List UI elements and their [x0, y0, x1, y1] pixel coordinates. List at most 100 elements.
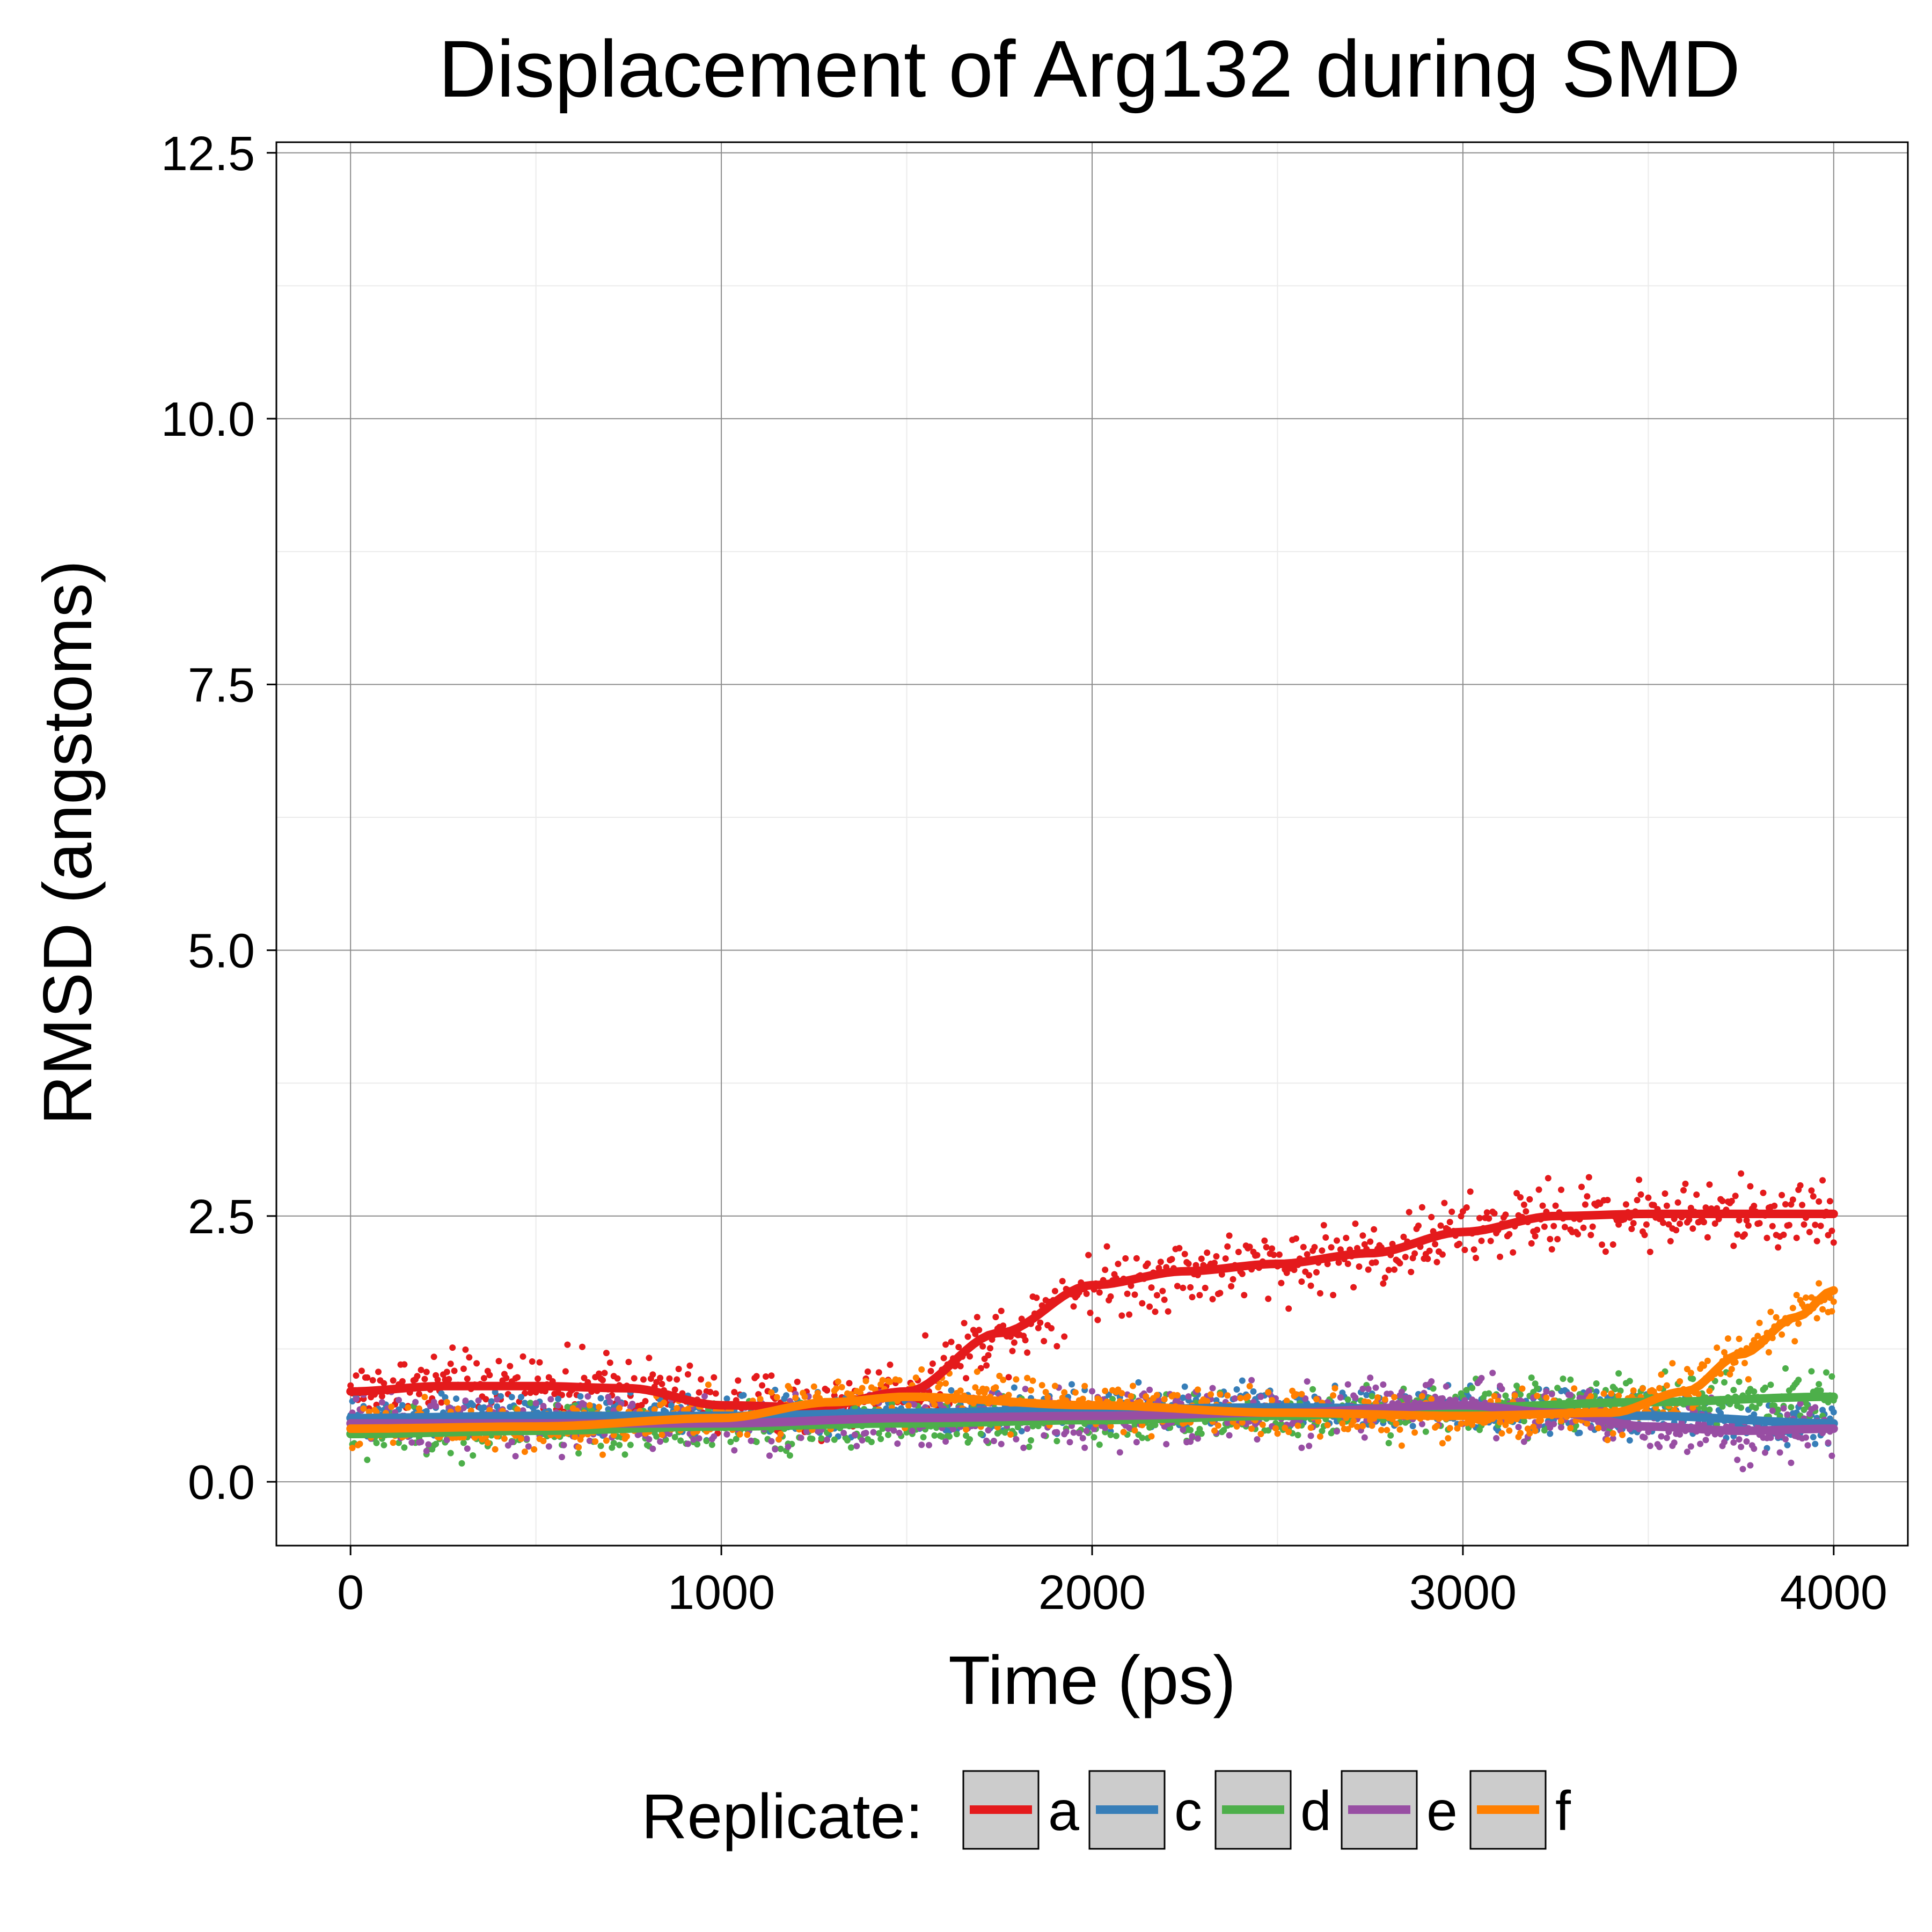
data-point-a [763, 1373, 769, 1380]
data-point-a [1517, 1194, 1524, 1201]
data-point-e [418, 1438, 425, 1445]
data-point-a [1350, 1284, 1357, 1291]
data-point-a [674, 1376, 680, 1383]
data-point-c [948, 1387, 955, 1394]
data-point-d [1771, 1402, 1778, 1409]
data-point-a [1139, 1300, 1146, 1307]
data-point-d [1762, 1384, 1768, 1391]
data-point-f [1532, 1428, 1539, 1435]
data-point-a [824, 1387, 830, 1394]
data-point-f [1439, 1440, 1446, 1447]
data-point-f [1118, 1390, 1125, 1397]
data-point-a [1009, 1348, 1016, 1355]
data-point-e [942, 1438, 949, 1445]
data-point-f [705, 1381, 712, 1388]
data-point-f [936, 1381, 943, 1388]
data-point-a [430, 1353, 437, 1360]
data-point-a [1418, 1204, 1425, 1211]
data-point-a [735, 1377, 742, 1384]
data-point-f [1789, 1305, 1796, 1312]
data-point-e [606, 1399, 613, 1406]
data-point-f [1079, 1395, 1086, 1402]
data-point-d [433, 1440, 440, 1447]
data-point-f [1293, 1391, 1299, 1398]
data-point-a [1385, 1267, 1392, 1274]
data-point-d [694, 1441, 701, 1448]
data-point-a [1131, 1291, 1138, 1298]
data-point-f [773, 1394, 780, 1401]
data-point-e [1075, 1430, 1082, 1437]
data-point-a [1547, 1235, 1554, 1242]
data-point-a [1224, 1243, 1231, 1250]
data-point-c [597, 1395, 604, 1402]
data-point-d [1520, 1418, 1527, 1425]
data-point-a [447, 1360, 454, 1367]
data-point-a [514, 1374, 521, 1381]
data-point-a [1467, 1188, 1474, 1195]
data-point-f [1283, 1397, 1290, 1404]
data-point-a [443, 1368, 450, 1375]
data-point-d [1517, 1391, 1524, 1398]
data-point-a [1335, 1259, 1342, 1266]
data-point-f [1072, 1389, 1079, 1396]
data-point-a [1741, 1231, 1748, 1238]
data-point-f [963, 1426, 970, 1433]
data-point-a [1826, 1198, 1833, 1205]
data-point-a [625, 1358, 632, 1365]
data-point-a [1528, 1240, 1535, 1247]
data-point-a [519, 1353, 526, 1360]
data-point-e [1739, 1466, 1746, 1473]
data-point-a [1202, 1284, 1209, 1291]
data-point-a [640, 1376, 647, 1383]
data-point-d [653, 1433, 660, 1440]
data-point-a [1828, 1227, 1835, 1234]
data-point-f [1365, 1399, 1372, 1406]
data-point-e [772, 1446, 779, 1453]
data-point-d [1265, 1427, 1272, 1434]
data-point-a [1070, 1303, 1077, 1310]
data-point-a [1719, 1197, 1726, 1204]
data-point-f [661, 1399, 667, 1406]
data-point-f [356, 1440, 363, 1447]
data-point-f [1359, 1423, 1366, 1430]
data-point-d [1469, 1385, 1476, 1392]
data-point-a [1747, 1183, 1754, 1190]
data-point-f [443, 1399, 450, 1406]
data-point-f [1107, 1423, 1114, 1430]
data-point-f [421, 1394, 428, 1401]
data-point-d [1775, 1406, 1782, 1413]
data-point-a [1437, 1222, 1444, 1229]
data-point-a [399, 1378, 406, 1385]
data-point-e [1747, 1462, 1754, 1469]
data-point-f [1543, 1394, 1550, 1401]
data-point-f [972, 1384, 979, 1391]
data-point-f [744, 1431, 751, 1438]
data-point-e [1736, 1436, 1743, 1443]
data-point-a [480, 1375, 487, 1382]
data-point-e [1780, 1405, 1787, 1412]
data-point-a [1037, 1319, 1044, 1326]
data-point-a [985, 1352, 992, 1359]
data-point-f [501, 1435, 508, 1442]
data-point-a [1523, 1208, 1529, 1215]
data-point-a [1298, 1278, 1305, 1285]
data-point-a [445, 1375, 452, 1382]
data-point-d [1198, 1430, 1205, 1437]
data-point-a [1022, 1337, 1029, 1344]
data-point-e [1543, 1388, 1550, 1395]
data-point-f [887, 1378, 894, 1385]
data-point-c [1181, 1383, 1188, 1390]
data-point-f [599, 1451, 606, 1458]
data-point-a [414, 1373, 421, 1380]
data-point-a [1153, 1292, 1160, 1299]
data-point-a [380, 1380, 387, 1387]
data-point-a [657, 1374, 664, 1381]
data-point-d [1319, 1428, 1326, 1435]
data-point-d [1026, 1444, 1033, 1450]
data-point-c [1363, 1392, 1370, 1399]
data-point-a [1541, 1223, 1548, 1230]
data-point-a [562, 1368, 569, 1375]
data-point-e [1063, 1428, 1070, 1435]
data-point-a [653, 1379, 660, 1386]
data-point-a [957, 1363, 964, 1370]
